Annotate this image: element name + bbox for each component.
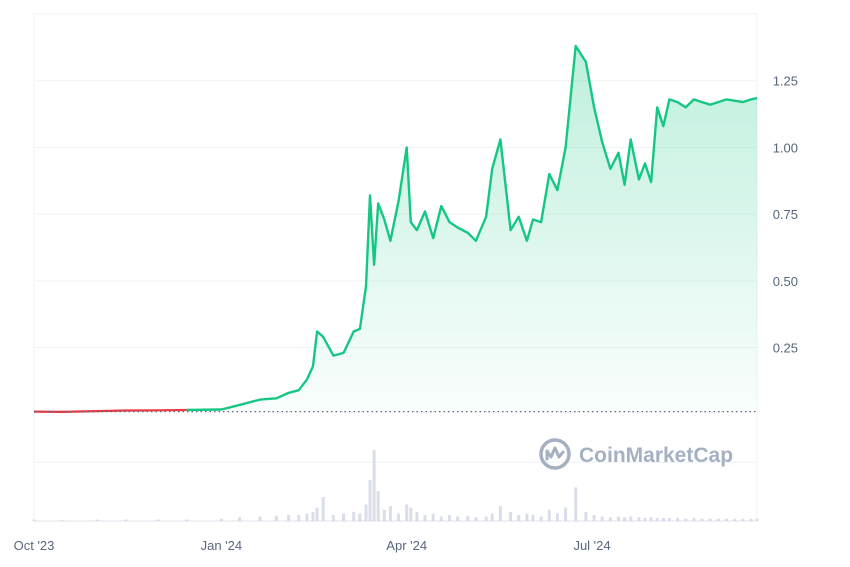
volume-bar bbox=[716, 518, 720, 521]
volume-bar bbox=[490, 513, 494, 521]
volume-bar bbox=[474, 517, 478, 521]
volume-bar bbox=[623, 517, 627, 521]
volume-bar bbox=[409, 507, 413, 521]
volume-bar bbox=[342, 513, 346, 521]
volume-bar bbox=[661, 518, 665, 521]
volume-bar bbox=[649, 517, 653, 521]
volume-bar bbox=[466, 515, 470, 521]
volume-bar bbox=[700, 518, 704, 521]
volume-bar bbox=[305, 513, 309, 521]
volume-bar bbox=[547, 509, 551, 521]
volume-bar bbox=[600, 516, 604, 521]
logo-ring bbox=[539, 438, 571, 470]
volume-bar bbox=[238, 517, 242, 521]
volume-bar bbox=[315, 507, 319, 521]
volume-bar bbox=[397, 513, 401, 521]
volume-bar bbox=[724, 518, 728, 521]
y-axis-ticks: 0.25 0.50 0.75 1.00 1.25 bbox=[773, 74, 798, 356]
volume-bar bbox=[676, 518, 680, 521]
y-tick-label: 0.75 bbox=[773, 207, 798, 222]
volume-bar bbox=[431, 513, 435, 521]
price-area bbox=[186, 46, 757, 412]
volume-bar bbox=[608, 517, 612, 521]
volume-bar bbox=[258, 516, 262, 521]
x-tick-label: Apr '24 bbox=[386, 538, 427, 553]
volume-bar bbox=[415, 512, 419, 521]
volume-bar bbox=[584, 512, 588, 521]
volume-bar bbox=[749, 518, 753, 521]
x-tick-label: Jul '24 bbox=[573, 538, 610, 553]
volume-bar bbox=[655, 518, 659, 521]
volume-bar bbox=[539, 516, 543, 521]
x-tick-label: Oct '23 bbox=[14, 538, 55, 553]
volume-bar bbox=[667, 518, 671, 521]
watermark: CoinMarketCap bbox=[539, 438, 733, 470]
volume-bar bbox=[637, 517, 641, 521]
volume-bar bbox=[297, 515, 301, 521]
price-line-up-segment bbox=[186, 44, 758, 412]
coinmarketcap-logo-icon bbox=[539, 438, 571, 470]
volume-bar bbox=[617, 516, 621, 521]
volume-bar bbox=[564, 507, 568, 521]
volume-bar bbox=[388, 506, 392, 521]
volume-bar bbox=[124, 519, 128, 521]
volume-bar bbox=[439, 516, 443, 521]
logo-wave bbox=[545, 446, 565, 461]
volume-bar bbox=[185, 519, 189, 521]
volume-bar bbox=[368, 479, 372, 521]
volume-bar bbox=[61, 520, 65, 521]
volume-bar bbox=[531, 515, 535, 521]
volume-bar bbox=[382, 509, 386, 521]
price-area-fill bbox=[186, 46, 757, 412]
volume-bar bbox=[219, 518, 223, 521]
volume-bar bbox=[517, 515, 521, 521]
volume-bar bbox=[372, 450, 376, 521]
volume-bar bbox=[311, 512, 315, 521]
y-tick-label: 1.25 bbox=[773, 74, 798, 89]
volume-bar bbox=[364, 504, 368, 521]
volume-bar bbox=[555, 513, 559, 521]
volume-bar bbox=[643, 518, 647, 521]
x-axis-ticks: Oct '23 Jan '24 Apr '24 Jul '24 bbox=[14, 538, 611, 553]
volume-bar bbox=[755, 518, 759, 521]
volume-bar bbox=[331, 515, 335, 521]
volume-bar bbox=[592, 515, 596, 521]
volume-bar bbox=[733, 518, 737, 521]
volume-bar bbox=[95, 519, 99, 521]
volume-bar bbox=[684, 518, 688, 521]
volume-bar bbox=[692, 518, 696, 521]
x-tick-label: Jan '24 bbox=[201, 538, 243, 553]
volume-bar bbox=[708, 518, 712, 521]
volume-bar bbox=[629, 516, 633, 521]
volume-bar bbox=[156, 519, 160, 521]
volume-bar bbox=[456, 516, 460, 521]
y-tick-label: 1.00 bbox=[773, 140, 798, 155]
volume-bar bbox=[509, 512, 513, 521]
volume-bar bbox=[376, 491, 380, 521]
volume-bar bbox=[525, 513, 529, 521]
y-tick-label: 0.25 bbox=[773, 341, 798, 356]
volume-bar bbox=[287, 515, 291, 521]
volume-bar bbox=[498, 506, 502, 521]
volume-bar bbox=[358, 513, 362, 521]
volume-bar bbox=[321, 497, 325, 521]
watermark-text: CoinMarketCap bbox=[579, 444, 733, 467]
volume-bar bbox=[274, 515, 278, 521]
volume-bar bbox=[32, 519, 36, 521]
volume-bar bbox=[447, 515, 451, 521]
volume-bar bbox=[574, 487, 578, 521]
volume-bars bbox=[32, 450, 759, 521]
volume-bar bbox=[405, 504, 409, 521]
y-tick-label: 0.50 bbox=[773, 274, 798, 289]
volume-bar bbox=[741, 518, 745, 521]
volume-bar bbox=[423, 515, 427, 521]
volume-bar bbox=[484, 516, 488, 521]
volume-bar bbox=[352, 512, 356, 521]
